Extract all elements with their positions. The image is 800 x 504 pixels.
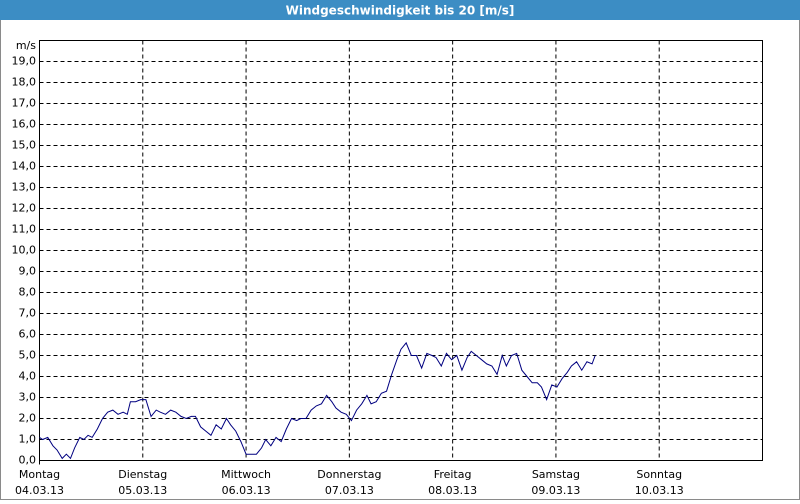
x-tick-date: 07.03.13 [325,484,374,497]
y-tick-label: 4,0 [19,370,37,383]
wind-line [39,341,596,460]
x-tick-date: 06.03.13 [222,484,271,497]
y-tick-label: 13,0 [12,181,37,194]
x-tick-label: Donnerstag [317,468,381,481]
title-bar [0,0,800,20]
y-tick-label: 18,0 [12,76,37,89]
x-tick-date: 08.03.13 [428,484,477,497]
y-tick-label: 8,0 [19,286,37,299]
y-tick-label: 2,0 [19,412,37,425]
y-tick-label: 16,0 [12,118,37,131]
x-tick-label: Freitag [434,468,472,481]
y-tick-label: 19,0 [12,55,37,68]
x-tick-label: Mittwoch [221,468,271,481]
x-tick-label: Montag [19,468,60,481]
x-tick-label: Samstag [532,468,580,481]
y-tick-label: 17,0 [12,97,37,110]
x-tick-date: 10.03.13 [635,484,684,497]
x-tick-date: 09.03.13 [531,484,580,497]
y-tick-label: 7,0 [19,307,37,320]
y-tick-label: 0,0 [19,454,37,467]
x-tick-label: Sonntag [636,468,682,481]
y-tick-label: 14,0 [12,160,37,173]
x-tick-label: Dienstag [118,468,167,481]
y-tick-label: 5,0 [19,349,37,362]
y-tick-label: 12,0 [12,202,37,215]
y-tick-label: 1,0 [19,433,37,446]
y-tick-label: 10,0 [12,244,37,257]
chart-title: Windgeschwindigkeit bis 20 [m/s] [286,4,515,18]
y-tick-label: 11,0 [12,223,37,236]
x-tick-date: 05.03.13 [118,484,167,497]
y-unit: m/s [16,39,36,52]
y-tick-label: 15,0 [12,139,37,152]
y-tick-label: 9,0 [19,265,37,278]
y-tick-label: 3,0 [19,391,37,404]
x-tick-date: 04.03.13 [15,484,64,497]
y-tick-label: 6,0 [19,328,37,341]
